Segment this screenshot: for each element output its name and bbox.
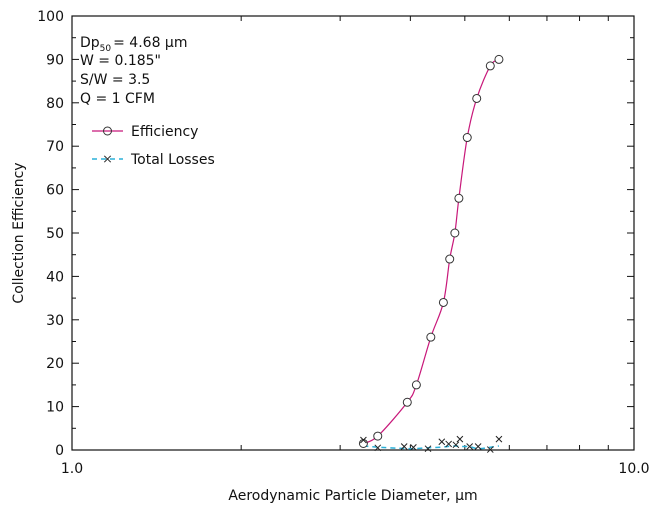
y-tick-label: 70 [46,139,64,155]
y-tick-label: 100 [37,9,64,25]
efficiency-point [472,93,482,103]
legend-total-losses-label: Total Losses [130,152,215,168]
axis-ticks [72,15,634,451]
annotation-dp-main: Dp [80,35,100,51]
total-losses-point [474,443,482,450]
total-losses-point [410,444,417,451]
axis-tick-labels: 0 10 20 30 40 50 60 70 80 90 100 1.0 10.0 [37,9,649,477]
series-lines [363,58,500,450]
total-losses-line [363,445,500,450]
annotation-sw-ratio: S/W = 3.5 [80,72,150,88]
legend-item-total-losses: Total Losses [92,152,215,168]
total-losses-point [400,443,408,450]
efficiency-point [485,61,495,71]
x-marker-stroke [374,444,382,452]
x-marker-stroke [438,438,446,446]
x-marker-stroke [410,444,417,451]
series-markers [358,54,504,453]
efficiency-point [402,397,412,407]
y-tick-label: 90 [46,52,64,68]
efficiency-point [462,133,472,143]
efficiency-point [494,54,504,64]
x-marker-stroke [486,446,494,453]
parameter-annotation: Dp50 = 4.68 µm W = 0.185" S/W = 3.5 Q = 1… [80,35,187,107]
x-marker-stroke [452,441,460,449]
y-tick-label: 50 [46,226,64,242]
total-losses-point [495,435,503,443]
legend-efficiency-marker [103,126,112,136]
plot-frame [71,15,635,451]
efficiency-point [426,332,436,342]
total-losses-point [456,435,464,443]
x-marker-stroke [445,440,453,448]
legend-total-losses-marker [103,155,112,163]
efficiency-point [445,254,455,264]
y-tick-label: 80 [46,96,64,112]
efficiency-point [450,228,460,238]
annotation-dp-sub: 50 [100,44,112,54]
annotation-dp-value: = 4.68 µm [113,35,187,51]
y-tick-label: 60 [46,183,64,199]
legend: Efficiency Total Losses [92,124,215,168]
x-marker-stroke [474,443,482,450]
total-losses-point [466,443,474,450]
x-marker-stroke [424,445,432,453]
total-losses-point [424,445,432,453]
x-marker-stroke [456,435,464,443]
x-marker-stroke [495,435,503,443]
x-axis-label: Aerodynamic Particle Diameter, µm [228,488,477,504]
x-marker-stroke [360,436,367,444]
efficiency-line [363,58,500,445]
total-losses-point [486,446,494,453]
legend-efficiency-label: Efficiency [131,124,198,140]
annotation-width: W = 0.185" [80,53,161,69]
total-losses-point [374,444,382,452]
total-losses-point [445,440,453,448]
y-tick-label: 20 [46,356,64,372]
efficiency-point [454,193,464,203]
y-tick-label: 30 [46,313,64,329]
legend-item-efficiency: Efficiency [92,124,198,140]
efficiency-point [411,380,421,390]
x-tick-label: 1.0 [61,461,83,477]
efficiency-point [373,431,383,441]
x-marker-stroke [400,443,408,450]
efficiency-point [438,297,448,307]
total-losses-point [360,436,367,444]
annotation-flow-rate: Q = 1 CFM [80,91,155,107]
x-marker-stroke [466,443,474,450]
y-tick-label: 0 [55,443,64,459]
y-axis-label: Collection Efficiency [11,162,27,303]
y-tick-label: 10 [46,400,64,416]
total-losses-point [438,438,446,446]
total-losses-point [452,441,460,449]
annotation-dp50: Dp50 = 4.68 µm [80,35,187,54]
x-tick-label: 10.0 [618,461,649,477]
y-tick-label: 40 [46,269,64,285]
legend-x-stroke [103,155,112,163]
